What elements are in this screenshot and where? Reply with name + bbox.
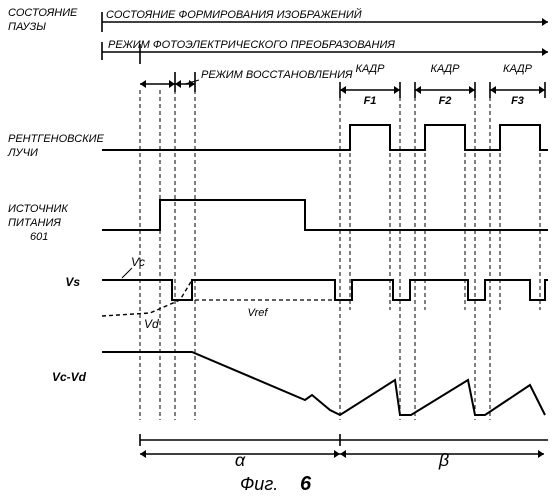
svg-text:ПИТАНИЯ: ПИТАНИЯ: [8, 217, 61, 229]
svg-text:СОСТОЯНИЕ ФОРМИРОВАНИЯ ИЗОБРАЖ: СОСТОЯНИЕ ФОРМИРОВАНИЯ ИЗОБРАЖЕНИЙ: [106, 8, 362, 21]
svg-text:Фиг.: Фиг.: [240, 474, 278, 494]
svg-text:Vs: Vs: [65, 275, 80, 289]
svg-text:ПАУЗЫ: ПАУЗЫ: [8, 21, 46, 33]
svg-text:Vc-Vd: Vc-Vd: [52, 370, 87, 384]
svg-text:ЛУЧИ: ЛУЧИ: [7, 147, 38, 159]
svg-text:Vref: Vref: [248, 307, 269, 319]
svg-text:6: 6: [300, 473, 312, 495]
svg-text:ИСТОЧНИК: ИСТОЧНИК: [8, 203, 68, 215]
svg-text:β: β: [438, 450, 449, 470]
svg-text:Vd: Vd: [144, 317, 159, 331]
svg-text:РЕНТГЕНОВСКИЕ: РЕНТГЕНОВСКИЕ: [8, 133, 105, 145]
svg-text:КАДР: КАДР: [503, 63, 533, 75]
svg-text:КАДР: КАДР: [430, 63, 460, 75]
svg-text:601: 601: [30, 231, 48, 243]
svg-text:Vc: Vc: [131, 255, 145, 269]
svg-text:РЕЖИМ ФОТОЭЛЕКТРИЧЕСКОГО ПРЕОБ: РЕЖИМ ФОТОЭЛЕКТРИЧЕСКОГО ПРЕОБРАЗОВАНИЯ: [108, 39, 395, 51]
svg-text:СОСТОЯНИЕ: СОСТОЯНИЕ: [8, 7, 78, 19]
svg-text:КАДР: КАДР: [355, 63, 385, 75]
svg-text:F2: F2: [439, 95, 452, 107]
svg-text:F1: F1: [364, 95, 377, 107]
svg-text:F3: F3: [511, 95, 524, 107]
svg-text:РЕЖИМ ВОССТАНОВЛЕНИЯ: РЕЖИМ ВОССТАНОВЛЕНИЯ: [201, 69, 353, 81]
svg-text:α: α: [235, 450, 246, 470]
